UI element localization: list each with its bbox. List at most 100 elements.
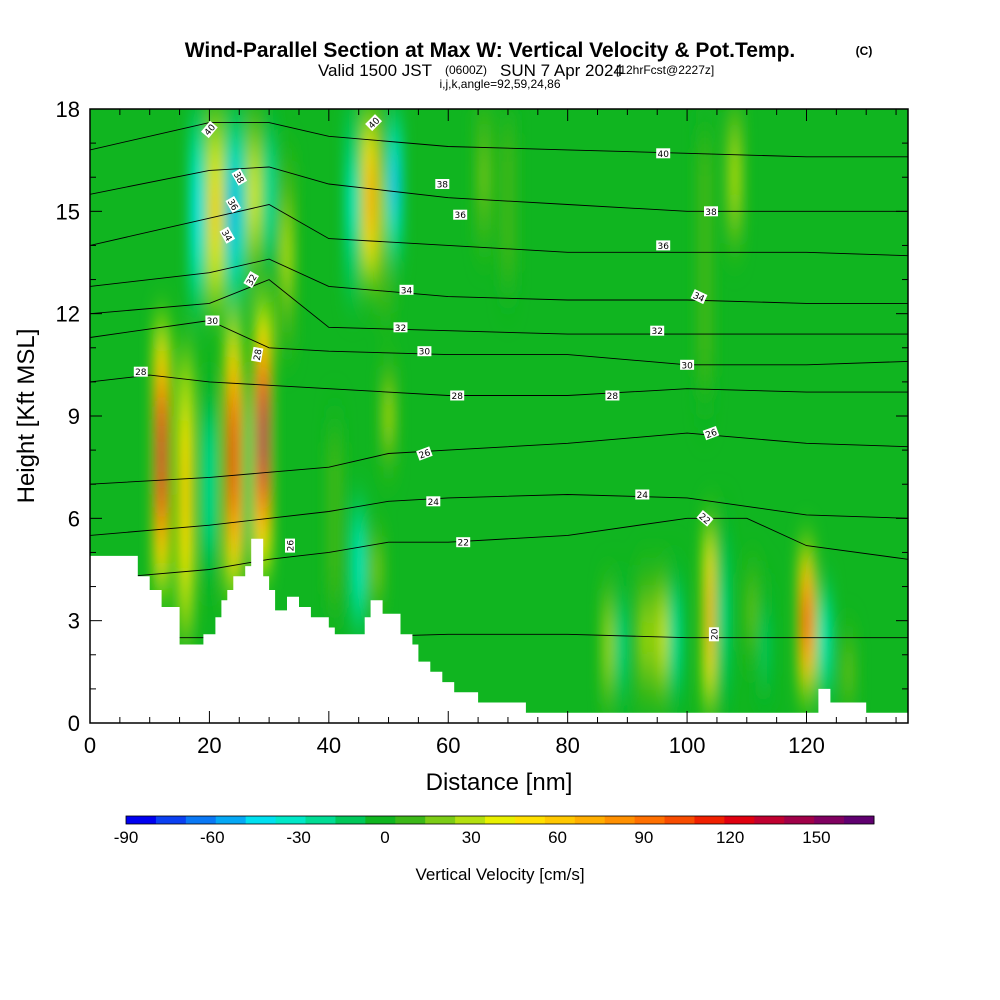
contour-label-box	[702, 426, 720, 441]
velocity-feature	[385, 109, 404, 263]
contour-label: 36	[453, 209, 468, 221]
velocity-feature	[224, 320, 243, 594]
contour-label: 34	[690, 289, 708, 305]
contour-label-box	[680, 359, 695, 370]
velocity-band	[259, 401, 268, 475]
y-tick-label: 12	[56, 302, 80, 327]
contour-label-text: 36	[454, 211, 466, 221]
colorbar-segment	[724, 816, 755, 824]
isentrope-38	[90, 166, 908, 212]
velocity-feature	[498, 109, 517, 297]
contour-label-text: 28	[135, 368, 147, 378]
contour-label-text: 24	[428, 498, 440, 508]
contour-label: 38	[435, 179, 450, 191]
contour-label-text: 30	[207, 317, 219, 327]
velocity-band	[641, 618, 650, 657]
contour-label: 20	[708, 627, 720, 642]
contour-label-box	[205, 315, 220, 326]
velocity-feature	[797, 545, 816, 696]
contour-label: 28	[605, 390, 620, 402]
contour-label-text: 38	[437, 181, 449, 191]
contour-label-box	[696, 509, 714, 527]
velocity-band	[330, 489, 339, 547]
contour-label: 22	[456, 537, 471, 549]
colorbar-segment	[126, 816, 157, 824]
contour-label: 30	[205, 315, 220, 327]
colorbar-tick-label: -60	[200, 828, 225, 847]
contour-label-text: 26	[704, 428, 718, 441]
contour-label-box	[605, 390, 620, 401]
contour-label: 26	[702, 426, 720, 441]
contour-label-text: 30	[419, 348, 431, 358]
x-tick-label: 80	[555, 733, 579, 758]
contour-label-box	[365, 114, 383, 132]
contour-label-box	[635, 489, 650, 500]
velocity-feature	[755, 586, 774, 706]
velocity-feature	[600, 586, 619, 706]
contour-label: 30	[417, 346, 432, 358]
contour-label-box	[243, 271, 260, 289]
contour-label-box	[201, 120, 218, 139]
isentrope-34	[90, 258, 908, 304]
colorbar-segment	[305, 816, 336, 824]
contour-label: 26	[285, 538, 297, 553]
velocity-band	[211, 182, 220, 240]
contour-label-text: 32	[651, 327, 662, 337]
colorbar-tick-label: 30	[462, 828, 481, 847]
valid-date-label: SUN 7 Apr 2024	[500, 61, 623, 80]
contour-label-text: 28	[607, 392, 619, 402]
isentrope-22	[90, 517, 908, 581]
velocity-feature	[349, 501, 368, 631]
velocity-band	[503, 176, 513, 230]
colorbar-segment	[275, 816, 307, 824]
colorbar-segment	[245, 816, 277, 824]
y-tick-label: 15	[56, 199, 80, 224]
x-axis-label: Distance [nm]	[426, 769, 573, 796]
isentrope-28	[90, 374, 908, 396]
contour-label: 34	[399, 284, 414, 296]
colorbar-tick-label: 0	[380, 828, 389, 847]
contour-label-text: 32	[395, 324, 406, 334]
contour-label: 32	[243, 271, 260, 289]
velocity-band	[264, 170, 274, 219]
colorbar-tick-label: 60	[548, 828, 567, 847]
contour-label-box	[393, 322, 408, 333]
contour-label: 28	[251, 346, 265, 363]
velocity-band	[247, 449, 256, 502]
x-tick-label: 120	[788, 733, 825, 758]
colorbar: -90 -60 -30 0 30 60 90 120 150	[114, 815, 875, 847]
velocity-band	[157, 418, 166, 496]
contour-label: 24	[635, 489, 650, 501]
colorbar-label: Vertical Velocity [cm/s]	[415, 865, 584, 884]
contour-label: 30	[680, 359, 695, 371]
contour-label-box	[650, 325, 665, 336]
contour-label: 28	[450, 390, 465, 402]
isentrope-40	[90, 122, 908, 158]
colorbar-segment	[694, 816, 725, 824]
contour-label-box	[417, 346, 432, 357]
contour-label-box	[426, 496, 441, 507]
contour-label-box	[656, 148, 671, 159]
colorbar-tick-label: 150	[802, 828, 830, 847]
colorbar-segment	[754, 816, 785, 824]
y-tick-label: 0	[68, 711, 80, 736]
contour-label-box	[708, 627, 719, 642]
contour-label-text: 26	[287, 540, 297, 552]
velocity-band	[844, 662, 853, 682]
isentrope-lines	[90, 122, 908, 639]
contour-label-box	[251, 346, 264, 363]
contour-label-text: 28	[253, 348, 265, 361]
contour-label-box	[450, 390, 465, 401]
contour-label-box	[133, 366, 148, 377]
velocity-band	[760, 629, 769, 663]
contour-label-box	[399, 284, 414, 295]
contour-label: 32	[393, 322, 408, 334]
velocity-feature	[206, 109, 225, 314]
copyright-mark: (C)	[856, 44, 873, 58]
contour-label-text: 40	[657, 150, 669, 160]
contour-label-box	[416, 446, 433, 461]
velocity-feature	[695, 109, 714, 416]
velocity-feature	[176, 347, 195, 642]
